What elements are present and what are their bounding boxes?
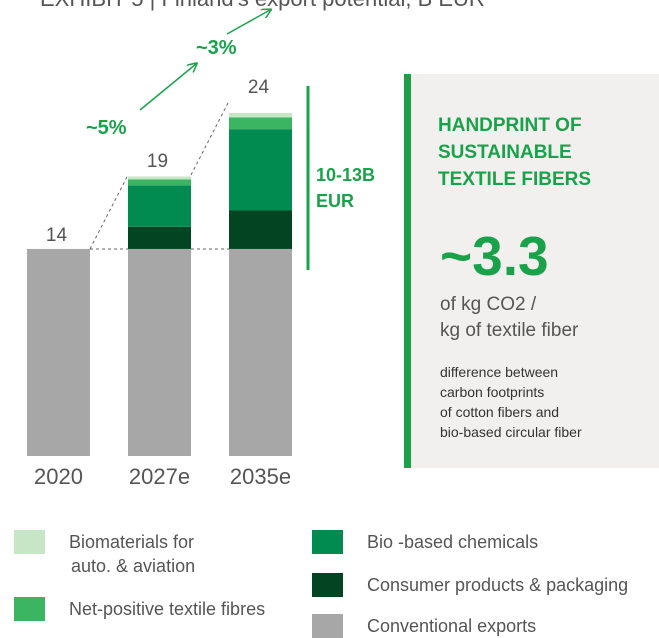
- bars: [27, 112, 292, 456]
- legend-label: Biomaterials for auto. & aviation: [69, 530, 195, 578]
- connector-lines: [89, 100, 230, 250]
- legend-label: Net-positive textile fibres: [69, 599, 266, 619]
- bar-segment-2035e-2: [229, 129, 292, 211]
- bar-segment-2035e-0: [229, 248, 292, 456]
- bar-segment-2027e-3: [128, 179, 191, 186]
- panel-desc-line: of cotton fibers and: [440, 404, 560, 420]
- bar-segment-2027e-2: [128, 185, 191, 227]
- legend-swatch: [14, 530, 45, 554]
- legend-swatch: [14, 597, 45, 621]
- legend-label: Consumer products & packaging: [367, 575, 629, 595]
- bar-segment-2027e-0: [128, 248, 191, 456]
- category-label: 2020: [34, 464, 83, 489]
- connector-line: [89, 174, 129, 250]
- bar-segment-2020-0: [27, 248, 90, 456]
- growth-arrow: [226, 10, 270, 35]
- growth-arrow: [139, 64, 196, 111]
- legend-item-bio-chemicals: Bio -based chemicals: [312, 530, 538, 554]
- bar-segment-2035e-1: [229, 210, 292, 249]
- legend-swatch: [312, 530, 343, 554]
- bar-segment-2027e-4: [128, 176, 191, 180]
- growth-label: ~5%: [86, 117, 127, 139]
- legend-item-biomaterials: Biomaterials for auto. & aviation: [14, 530, 195, 578]
- connector-line: [190, 100, 230, 176]
- total-label: 24: [248, 77, 270, 98]
- handprint-panel: HANDPRINT OF SUSTAINABLE TEXTILE FIBERS …: [404, 74, 659, 468]
- legend-item-consumer-products: Consumer products & packaging: [312, 573, 628, 597]
- panel-description: difference between carbon footprints of …: [440, 362, 650, 442]
- panel-desc-line: carbon footprints: [440, 384, 545, 400]
- legend-item-textile-fibres: Net-positive textile fibres: [14, 597, 265, 621]
- category-label: 2027e: [129, 464, 190, 489]
- legend-item-conventional: Conventional exports: [312, 614, 536, 638]
- panel-desc-line: difference between: [440, 364, 559, 380]
- chart-title: EXHIBIT 5 | Finland's export potential, …: [40, 0, 485, 12]
- category-label: 2035e: [230, 464, 291, 489]
- panel-value: ~3.3: [440, 225, 549, 287]
- panel-accent-bar: [404, 74, 411, 468]
- growth-label: ~3%: [196, 37, 237, 59]
- legend-label-line1: Biomaterials for: [69, 532, 195, 552]
- bar-segment-2027e-1: [128, 226, 191, 249]
- total-label: 14: [46, 225, 68, 246]
- legend-label-line2: auto. & aviation: [71, 556, 196, 576]
- legend-label: Bio -based chemicals: [367, 532, 539, 552]
- legend-swatch: [312, 614, 343, 638]
- panel-unit-line1: of kg CO2 /: [440, 294, 537, 315]
- panel-heading: HANDPRINT OF SUSTAINABLE TEXTILE FIBERS: [438, 115, 592, 190]
- bar-segment-2035e-4: [229, 112, 292, 118]
- panel-desc-line: bio-based circular fiber: [440, 424, 582, 440]
- bracket-label-line1: 10-13B: [316, 165, 375, 185]
- total-label: 19: [147, 151, 168, 172]
- panel-unit-line2: kg of textile fiber: [440, 320, 579, 341]
- legend-label: Conventional exports: [367, 616, 537, 636]
- bar-segment-2035e-3: [229, 117, 292, 130]
- panel-unit: of kg CO2 / kg of textile fiber: [440, 292, 650, 344]
- bar-labels: 2020 14 2027e 19 2035e 24: [34, 77, 291, 489]
- bracket-label-line2: EUR: [316, 191, 354, 211]
- legend-swatch: [312, 573, 343, 597]
- growth-annotations: ~5% ~3% 10-13B EUR: [86, 10, 375, 270]
